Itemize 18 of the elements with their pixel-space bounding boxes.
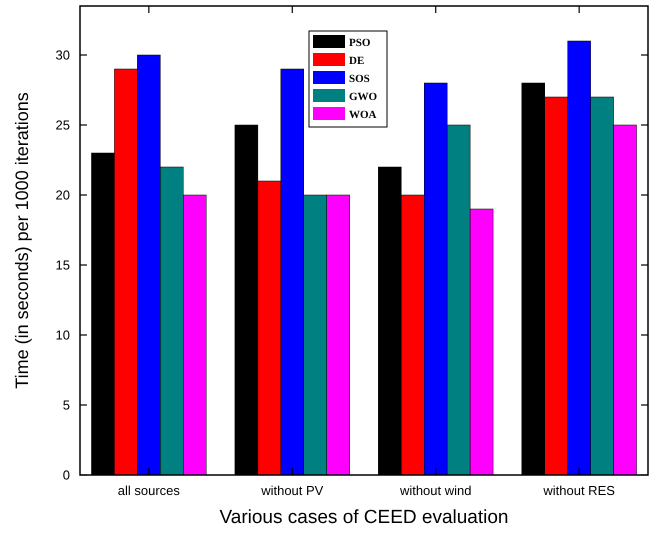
x-tick-label: without wind	[398, 483, 472, 498]
x-tick-label: without PV	[260, 483, 324, 498]
legend-label: SOS	[349, 73, 370, 85]
y-tick-label: 5	[62, 398, 70, 413]
y-tick-label: 10	[56, 328, 70, 343]
legend-label: PSO	[349, 37, 371, 49]
legend-label: DE	[349, 55, 364, 67]
legend-label: GWO	[349, 91, 378, 103]
x-tick-label: without RES	[542, 483, 616, 498]
y-tick-label: 25	[56, 118, 70, 133]
x-axis-title: Various cases of CEED evaluation	[219, 507, 509, 528]
y-tick-label: 30	[56, 48, 70, 63]
y-tick-label: 15	[56, 258, 70, 273]
y-tick-label: 0	[62, 468, 70, 483]
x-tick-label: all sources	[118, 483, 180, 498]
y-tick-label: 20	[56, 188, 70, 203]
y-axis-title: Time (in seconds) per 1000 iterations	[12, 92, 32, 389]
legend-label: WOA	[349, 109, 377, 121]
